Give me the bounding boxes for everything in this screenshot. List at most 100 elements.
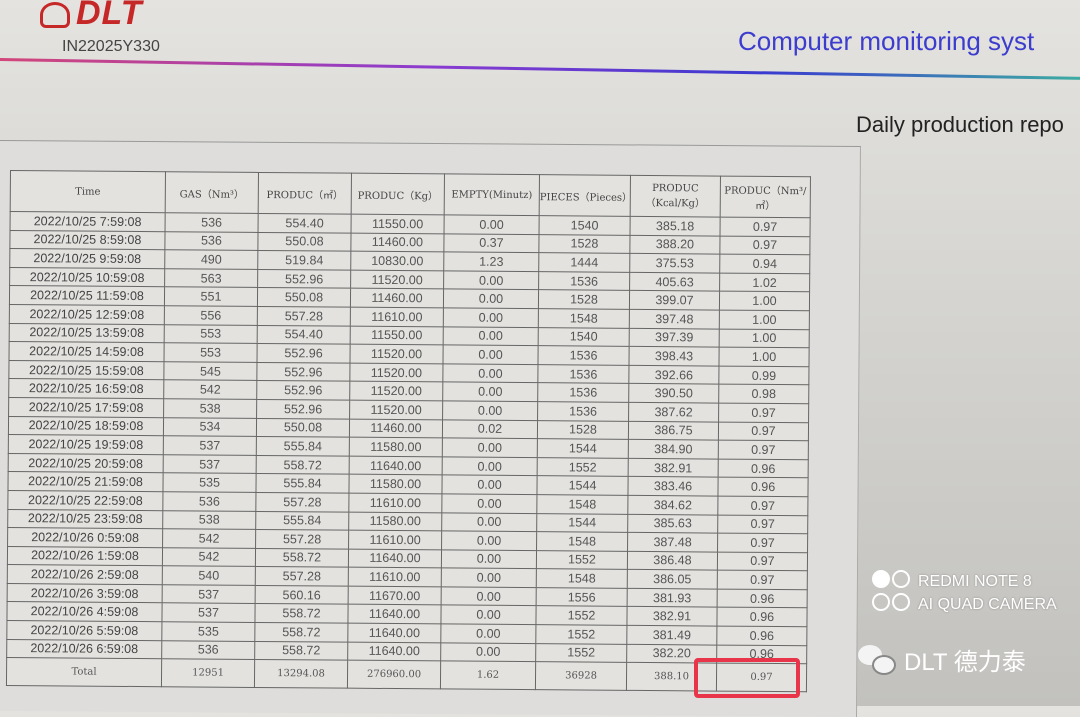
table-cell: 11520.00 [349,362,443,383]
camera-icon [872,570,918,593]
column-header: PRODUC（Nm³/㎡） [720,176,811,218]
table-cell: 0.99 [718,365,809,386]
table-cell: 558.72 [255,548,349,568]
column-header: EMPTY(Minutz) [444,173,540,216]
table-cell: 2022/10/25 9:59:08 [9,248,165,269]
table-cell: 2022/10/26 4:59:08 [6,601,163,622]
total-row: Total 12951 13294.08 276960.00 1.62 36928 388.… [6,657,807,693]
table-cell: 1528 [538,290,630,310]
table-cell: 555.84 [255,510,349,531]
column-header: PRODUC（Kcal/Kg） [630,175,721,218]
table-cell: 535 [161,621,255,642]
table-cell: 557.28 [255,566,349,587]
table-cell: 0.00 [443,270,539,291]
table-cell: 399.07 [629,290,720,311]
table-cell: 556 [164,305,258,326]
table-cell: 0.00 [443,289,539,309]
table-cell: 1548 [536,494,628,514]
table-cell: 11520.00 [349,344,444,364]
table-cell: 535 [162,473,257,493]
table-cell: 0.00 [442,456,538,476]
column-header: Time [10,170,166,213]
table-cell: 2022/10/25 22:59:08 [7,490,163,511]
table-cell: 1552 [535,606,628,626]
table-cell: 388.20 [629,234,721,255]
table-cell: 0.00 [442,363,538,383]
table-cell: 1444 [538,252,630,273]
model-number: IN22025Y330 [62,38,160,55]
total-cell: Total [6,657,162,687]
table-cell: 552.96 [256,399,350,419]
camera-watermark: REDMI NOTE 8 AI QUAD CAMERA [872,570,1057,616]
table-cell: 555.84 [255,473,350,494]
table-cell: 2022/10/25 18:59:08 [8,416,164,436]
table-cell: 2022/10/26 3:59:08 [7,583,163,604]
table-cell: 1.00 [719,328,810,348]
table-cell: 0.97 [717,514,808,534]
table-cell: 0.00 [440,642,536,662]
table-cell: 1552 [536,550,628,570]
table-cell: 1556 [536,587,628,607]
table-cell: 550.08 [256,417,350,438]
wechat-icon [858,644,896,675]
table-cell: 11520.00 [350,269,444,290]
table-cell: 11520.00 [349,381,443,401]
table-cell: 2022/10/25 16:59:08 [8,378,164,399]
table-cell: 2022/10/25 13:59:08 [9,323,165,343]
table-cell: 1552 [535,624,627,645]
table-cell: 0.96 [717,588,808,609]
header-divider [0,58,1080,81]
table-cell: 384.90 [628,439,719,459]
table-cell: 560.16 [255,585,349,605]
table-cell: 0.97 [717,570,808,590]
table-cell: 2022/10/26 5:59:08 [6,620,162,641]
table-cell: 555.84 [256,436,350,456]
table-cell: 11640.00 [348,548,442,569]
table-cell: 11520.00 [349,400,443,420]
table-cell: 2022/10/25 17:59:08 [8,397,164,418]
table-cell: 1548 [536,531,628,552]
table-cell: 553 [164,324,258,344]
table-cell: 11640.00 [349,455,443,476]
table-cell: 2022/10/26 0:59:08 [7,527,163,548]
table-cell: 383.46 [627,476,719,496]
report-title: Daily production repo [856,112,1064,137]
table-cell: 11640.00 [347,623,441,643]
table-cell: 0.00 [441,549,537,569]
table-cell: 0.00 [443,307,539,328]
table-cell: 1544 [536,475,629,496]
table-cell: 0.00 [443,326,539,346]
table-cell: 552.96 [256,362,350,382]
table-cell: 542 [163,380,257,400]
table-cell: 384.62 [627,495,718,515]
table-cell: 542 [162,528,256,549]
table-cell: 1.00 [719,310,810,330]
table-cell: 0.00 [442,438,538,458]
table-cell: 405.63 [629,272,720,292]
table-cell: 550.08 [257,287,351,308]
table-cell: 1544 [537,438,629,459]
highlight-box [694,658,800,698]
table-cell: 11640.00 [347,604,442,624]
table-cell: 558.72 [254,641,348,661]
watermark-line1: REDMI NOTE 8 [918,573,1032,590]
table-cell: 545 [163,361,257,381]
table-cell: 534 [163,417,257,437]
table-cell: 1528 [538,234,631,254]
table-cell: 536 [165,212,259,233]
table-cell: 557.28 [255,492,349,512]
table-cell: 0.96 [718,458,809,479]
table-cell: 381.49 [626,625,717,645]
table-cell: 1536 [537,382,629,403]
table-cell: 2022/10/26 1:59:08 [7,546,163,566]
wechat-watermark: DLT 德力泰 [858,642,1026,677]
total-cell: 12951 [161,658,255,688]
table-cell: 11580.00 [349,437,443,457]
table-cell: 375.53 [629,253,720,273]
column-header: PIECES（Pieces） [539,174,632,217]
table-cell: 11460.00 [350,288,444,308]
table-cell: 2022/10/25 12:59:08 [9,304,165,325]
watermark-line2: AI QUAD CAMERA [918,596,1057,613]
table-cell: 0.98 [718,384,809,404]
total-cell: 13294.08 [254,659,348,689]
